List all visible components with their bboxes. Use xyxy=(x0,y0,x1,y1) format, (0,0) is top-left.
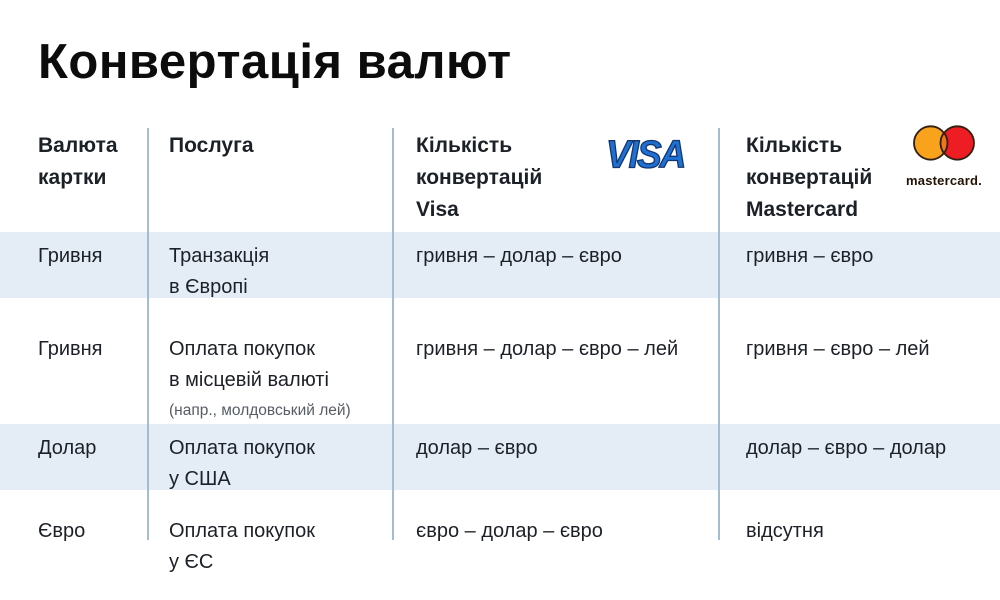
header-line: Кількість xyxy=(416,134,513,157)
header-label-mastercard: Кількість конвертацій Mastercard xyxy=(746,130,906,226)
service-line: Транзакція xyxy=(169,245,270,267)
service-line: у США xyxy=(169,468,231,490)
service-lines: Оплата покупок у ЄС xyxy=(169,516,392,578)
header-line: конвертацій xyxy=(746,166,873,189)
table-row: Євро Оплата покупок у ЄС євро – долар – є… xyxy=(0,490,1000,573)
header-cell-visa: Кількість конвертацій Visa VISA xyxy=(392,128,718,232)
header-line: картки xyxy=(38,166,107,189)
table-body: Гривня Транзакція в Європі гривня – долар… xyxy=(0,232,1000,573)
visa-conversions-cell: євро – долар – євро xyxy=(392,490,718,542)
service-line: в Європі xyxy=(169,276,248,298)
visa-conversions-cell: гривня – долар – євро xyxy=(392,232,718,298)
service-line: Оплата покупок xyxy=(169,520,315,542)
header-line: Валюта xyxy=(38,134,118,157)
header-line: Кількість xyxy=(746,134,843,157)
table-header-row: Валюта картки Послуга Кількість конверта… xyxy=(0,125,1000,232)
service-line: в місцевій валюті xyxy=(169,369,329,391)
currency-cell: Євро xyxy=(38,520,86,542)
service-line: у ЄС xyxy=(169,551,214,573)
service-lines: Оплата покупок у США xyxy=(169,433,392,495)
mastercard-logo: mastercard. xyxy=(906,122,982,197)
service-cell: Оплата покупок у США xyxy=(147,424,392,490)
service-lines: Транзакція в Європі xyxy=(169,241,392,303)
header-line: Mastercard xyxy=(746,198,859,221)
service-line: Оплата покупок xyxy=(169,338,315,360)
table-row: Долар Оплата покупок у США долар – євро д… xyxy=(0,424,1000,490)
service-cell: Оплата покупок у ЄС xyxy=(147,490,392,573)
currency-cell: Долар xyxy=(38,437,97,459)
mastercard-conversions-cell: гривня – євро – лей xyxy=(718,298,1000,424)
mastercard-conversions-cell: відсутня xyxy=(718,490,1000,542)
header-cell-mastercard: Кількість конвертацій Mastercard masterc… xyxy=(718,125,1000,232)
conversion-table: Валюта картки Послуга Кількість конверта… xyxy=(0,125,1000,573)
header-line: Послуга xyxy=(169,134,254,157)
service-cell: Транзакція в Європі xyxy=(147,232,392,298)
mastercard-logo-text: mastercard. xyxy=(906,173,982,188)
visa-logo: VISA xyxy=(605,133,687,176)
service-note: (напр., молдовський лей) xyxy=(169,402,351,419)
mastercard-conversions-cell: гривня – євро xyxy=(718,232,1000,298)
visa-conversions-cell: гривня – долар – євро – лей xyxy=(392,298,718,424)
mc-overlap xyxy=(939,131,949,155)
header-cell-card-currency: Валюта картки xyxy=(0,128,147,232)
page-title: Конвертація валют xyxy=(38,35,512,89)
visa-conversions-cell: долар – євро xyxy=(392,424,718,490)
service-lines: Оплата покупок в місцевій валюті xyxy=(169,334,392,396)
currency-cell: Гривня xyxy=(38,245,103,267)
header-line: конвертацій xyxy=(416,166,543,189)
mastercard-circles-icon xyxy=(913,125,975,161)
service-line: Оплата покупок xyxy=(169,437,315,459)
mastercard-conversions-cell: долар – євро – долар xyxy=(718,424,1000,490)
header-label-visa: Кількість конвертацій Visa xyxy=(416,130,604,226)
service-cell: Оплата покупок в місцевій валюті (напр., … xyxy=(147,298,392,424)
table-row: Гривня Оплата покупок в місцевій валюті (… xyxy=(0,298,1000,424)
header-line: Visa xyxy=(416,198,459,221)
header-cell-service: Послуга xyxy=(147,128,392,232)
table-row: Гривня Транзакція в Європі гривня – долар… xyxy=(0,232,1000,298)
currency-cell: Гривня xyxy=(38,338,103,360)
